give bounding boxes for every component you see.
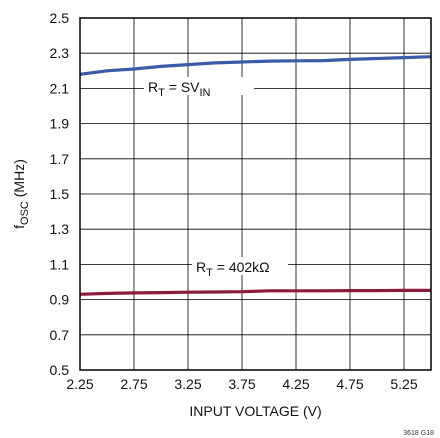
series-label-sub: T — [158, 87, 165, 99]
x-tick-label: 3.75 — [228, 376, 255, 392]
series-label-1: RT = 402kΩ — [196, 259, 270, 279]
x-tick-label: 2.75 — [120, 376, 147, 392]
y-tick-label: 1.3 — [50, 221, 70, 237]
x-tick-label: 4.75 — [336, 376, 363, 392]
y-tick-label: 1.7 — [50, 151, 70, 167]
series-line-0 — [79, 55, 432, 76]
series-label-rest: = 402kΩ — [213, 259, 270, 275]
grid — [79, 17, 431, 371]
y-tick-label: 0.7 — [50, 327, 70, 343]
y-axis-label-main: f — [11, 225, 27, 229]
figure-id: 3618 G18 — [403, 430, 434, 437]
x-tick-labels: 2.25 2.75 3.25 3.75 4.25 4.75 5.25 — [66, 376, 417, 392]
series-label-0: RT = SVIN — [148, 79, 211, 99]
series-label-bg-0 — [144, 77, 254, 95]
y-tick-label: 2.5 — [50, 10, 70, 26]
y-tick-label: 1.9 — [50, 116, 70, 132]
series-layer — [79, 55, 432, 296]
series-label-main: R — [148, 79, 158, 95]
series-label-rest: = SV — [165, 79, 200, 95]
y-tick-label: 1.5 — [50, 186, 70, 202]
x-tick-label: 3.25 — [174, 376, 201, 392]
x-tick-label: 2.25 — [66, 376, 93, 392]
y-tick-label: 2.3 — [50, 45, 70, 61]
x-axis-label: INPUT VOLTAGE (V) — [189, 403, 321, 419]
series-label-sub2: IN — [200, 87, 211, 99]
y-axis-label-sub: OSC — [19, 201, 31, 225]
plot-frame — [79, 17, 432, 371]
series-label-main: R — [196, 259, 206, 275]
x-tick-label: 5.25 — [390, 376, 417, 392]
y-axis-label: fOSC (MHz) — [11, 159, 31, 229]
y-tick-label: 2.1 — [50, 80, 70, 96]
y-tick-label: 0.9 — [50, 292, 70, 308]
x-tick-label: 4.25 — [282, 376, 309, 392]
y-tick-label: 0.5 — [50, 362, 70, 378]
series-label-bg-1 — [192, 257, 288, 275]
y-tick-labels: 0.5 0.7 0.9 1.1 1.3 1.5 1.7 1.9 2.1 2.3 2.5 — [50, 10, 70, 378]
series-line-1 — [79, 288, 431, 296]
y-axis-label-unit: (MHz) — [11, 159, 27, 201]
series-label-sub: T — [206, 267, 213, 279]
y-tick-label: 1.1 — [50, 256, 70, 272]
